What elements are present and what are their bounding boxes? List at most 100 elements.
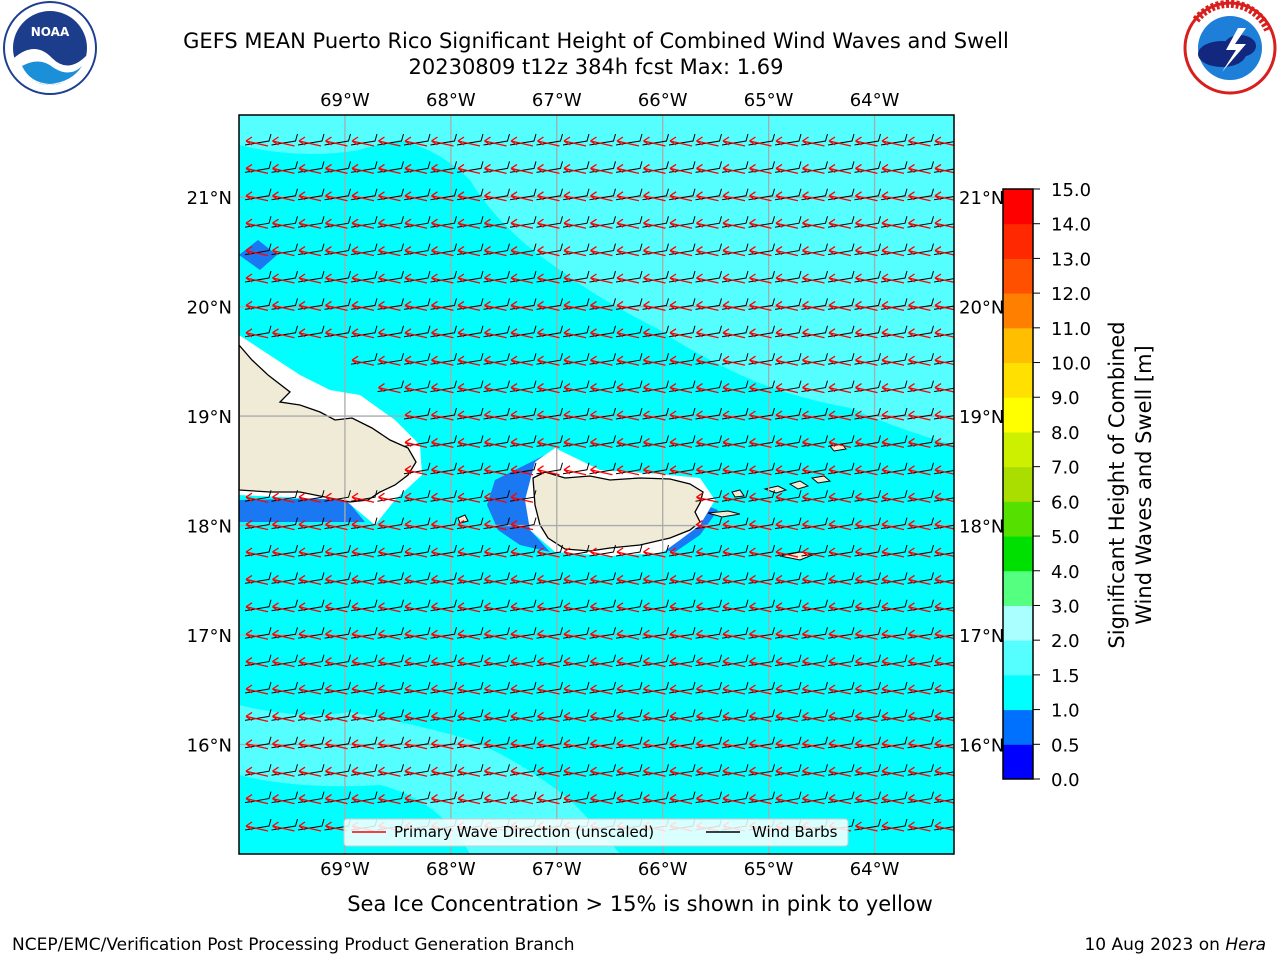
- wind-barb: [880, 270, 908, 283]
- wind-barb: [483, 133, 510, 146]
- wave-arrow: [669, 191, 693, 202]
- wave-arrow: [669, 766, 693, 777]
- wave-arrow: [537, 383, 560, 394]
- wind-barb: [748, 325, 775, 338]
- wind-barb: [827, 517, 855, 530]
- wave-arrow: [298, 492, 322, 503]
- wave-arrow: [457, 602, 481, 613]
- wave-arrow: [828, 410, 852, 421]
- wind-barb: [324, 490, 351, 502]
- wave-arrow: [775, 328, 799, 339]
- wind-barb: [907, 654, 934, 667]
- wave-arrow: [431, 218, 454, 229]
- wind-barb: [774, 325, 802, 338]
- wave-arrow: [378, 218, 401, 229]
- wind-barb: [907, 161, 934, 173]
- wave-arrow: [908, 657, 931, 668]
- colorbar-band: [1003, 223, 1033, 259]
- wave-arrow: [457, 246, 481, 257]
- wind-barb: [403, 380, 431, 393]
- lon-labels-bottom: 69°W 68°W 67°W 66°W 65°W 64°W: [320, 859, 900, 880]
- wind-barb: [801, 764, 828, 776]
- wave-arrow: [669, 410, 693, 421]
- wave-arrow: [298, 711, 322, 723]
- wind-barb: [456, 325, 484, 338]
- wave-arrow: [351, 191, 375, 202]
- wave-arrow: [616, 711, 640, 723]
- wave-arrow: [828, 520, 852, 531]
- wave-arrow: [510, 136, 534, 147]
- wave-arrow: [908, 821, 931, 832]
- wind-barb: [748, 517, 775, 530]
- wave-arrow: [749, 794, 772, 805]
- colorbar-band: [1003, 293, 1033, 329]
- wind-barb: [350, 216, 378, 228]
- wind-barb: [907, 572, 934, 584]
- wave-arrow: [828, 437, 852, 449]
- wind-barb: [801, 161, 828, 173]
- wind-barb: [562, 133, 590, 146]
- wave-arrow: [855, 355, 878, 366]
- wave-arrow: [696, 711, 719, 723]
- wave-arrow: [643, 602, 666, 613]
- wind-barb: [695, 216, 722, 228]
- lat-label-left: 17°N: [187, 626, 232, 647]
- wave-arrow: [669, 711, 693, 723]
- wind-barb: [350, 627, 378, 639]
- wave-arrow: [643, 766, 666, 777]
- wave-arrow: [616, 794, 640, 805]
- wind-barb: [907, 709, 934, 721]
- wave-arrow: [563, 410, 587, 421]
- wave-arrow: [510, 520, 534, 531]
- wave-arrow: [855, 739, 878, 750]
- wind-barb: [562, 270, 590, 283]
- wind-barb: [271, 791, 298, 804]
- wind-barb: [562, 325, 590, 338]
- wave-arrow: [802, 794, 825, 805]
- wind-barb: [748, 462, 775, 475]
- wind-barb: [483, 791, 510, 804]
- map-border: [238, 114, 955, 855]
- wave-arrow: [378, 629, 401, 640]
- wind-barb: [430, 270, 457, 283]
- wind-barb: [456, 517, 484, 530]
- wind-barb: [880, 544, 908, 557]
- wave-arrow: [749, 191, 772, 202]
- wave-arrow: [590, 657, 613, 668]
- wave-arrow: [537, 711, 560, 723]
- wind-barb: [668, 599, 696, 612]
- wave-arrow: [908, 383, 931, 394]
- wave-arrow: [775, 794, 799, 805]
- wind-barb: [377, 298, 404, 310]
- wind-barb: [695, 654, 722, 667]
- wave-arrow: [908, 355, 931, 366]
- wind-barb: [324, 188, 351, 201]
- wave-arrow: [510, 766, 534, 777]
- wind-barb: [907, 216, 934, 228]
- wave-arrow: [378, 300, 401, 312]
- wind-barb: [297, 572, 325, 584]
- wind-barb: [350, 736, 378, 749]
- wind-barb: [377, 161, 404, 173]
- wind-barb: [589, 627, 616, 639]
- wind-barb: [827, 709, 855, 721]
- wind-barb: [721, 627, 749, 639]
- wave-arrow: [775, 246, 799, 257]
- virgin-islands: [763, 443, 847, 494]
- wave-arrow: [537, 191, 560, 202]
- wave-arrow: [404, 410, 428, 421]
- wave-arrow: [775, 410, 799, 421]
- wind-barb: [695, 599, 722, 612]
- wave-arrow: [855, 465, 878, 476]
- wave-arrow: [669, 657, 693, 668]
- wind-barb: [244, 818, 272, 831]
- wind-barb: [324, 572, 351, 584]
- wind-barb: [880, 133, 908, 146]
- wave-arrow: [616, 355, 640, 366]
- wave-arrow: [669, 355, 693, 366]
- wave-arrow: [457, 684, 481, 695]
- wave-arrow: [749, 246, 772, 257]
- wave-arrow: [616, 218, 640, 229]
- wind-barb: [589, 654, 616, 667]
- wind-barb: [721, 216, 749, 228]
